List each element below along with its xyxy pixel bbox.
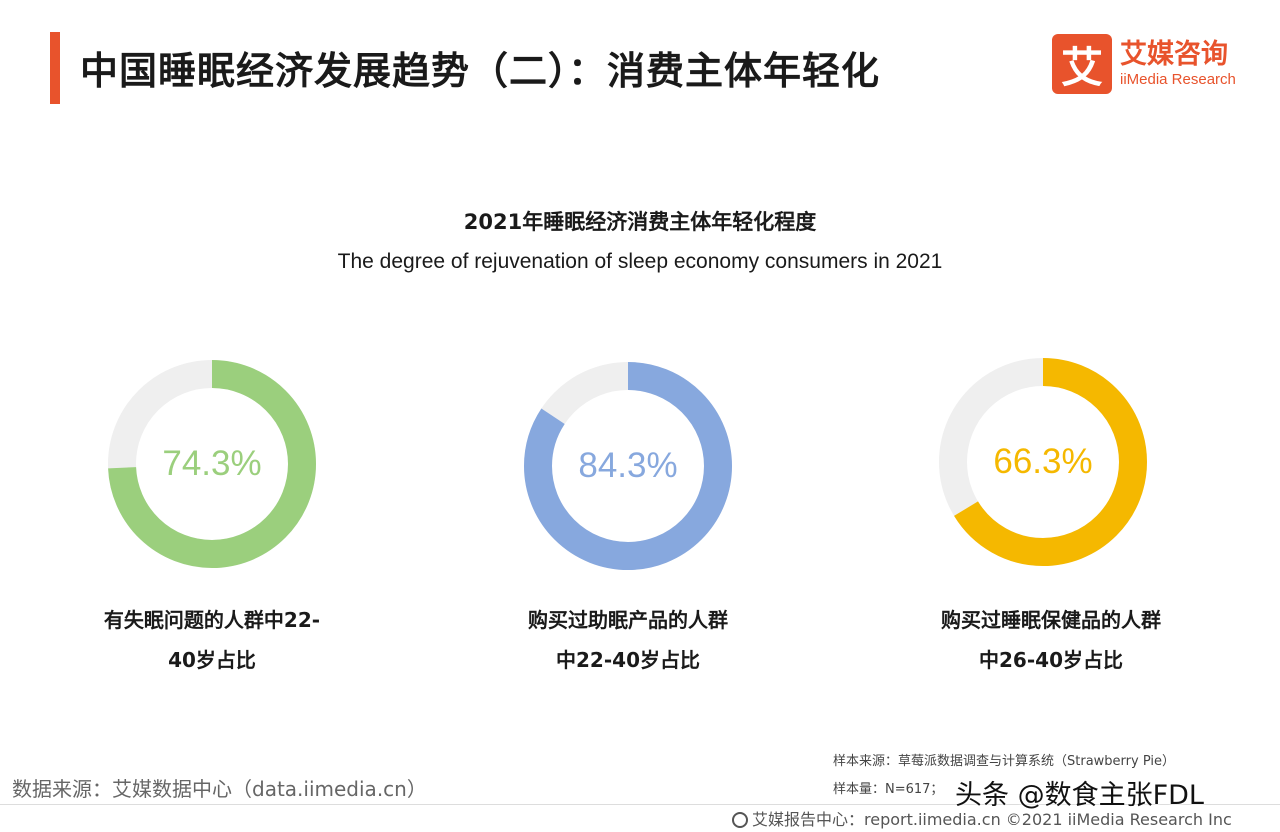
donut-caption-sleep-aid: 购买过助眠产品的人群 中22-40岁占比 (476, 600, 780, 680)
donut-value-arc (524, 362, 732, 570)
donut-svg (108, 360, 316, 568)
caption-line1: 有失眠问题的人群中22- (103, 608, 321, 632)
logo-text: 艾媒咨询 iiMedia Research (1120, 39, 1236, 89)
donut-value-arc (939, 358, 1147, 566)
caption-line1: 购买过助眠产品的人群 (528, 608, 728, 632)
donut-svg (939, 358, 1147, 566)
caption-line2: 中26-40岁占比 (979, 648, 1123, 672)
footer: 艾媒报告中心：report.iimedia.cn ©2021 iiMedia R… (732, 806, 1232, 830)
donut-value-label: 66.3% (993, 442, 1093, 481)
logo-mark-icon: 艾 (1052, 34, 1112, 94)
iimedia-logo: 艾 艾媒咨询 iiMedia Research (1052, 34, 1236, 94)
logo-en: iiMedia Research (1120, 71, 1236, 88)
footer-text: 艾媒报告中心：report.iimedia.cn ©2021 iiMedia R… (752, 810, 1232, 829)
page-title: 中国睡眠经济发展趋势（二）：消费主体年轻化 (80, 49, 881, 93)
chart-title: 2021年睡眠经济消费主体年轻化程度 (463, 210, 817, 234)
donut-caption-insomnia: 有失眠问题的人群中22- 40岁占比 (60, 600, 364, 680)
donut-value-label: 84.3% (578, 446, 678, 485)
footer-divider (0, 804, 1280, 805)
data-source: 数据来源：艾媒数据中心（data.iimedia.cn） (12, 777, 427, 801)
donut-svg (524, 362, 732, 570)
donut-chart-insomnia: 74.3% (106, 358, 318, 570)
caption-line2: 中22-40岁占比 (556, 648, 700, 672)
donut-chart-health-products: 66.3% (937, 356, 1149, 568)
donut-chart-sleep-aid: 84.3% (522, 360, 734, 572)
chart-subtitle: The degree of rejuvenation of sleep econ… (337, 250, 943, 273)
sample-source: 样本来源：草莓派数据调查与计算系统（Strawberry Pie） (833, 754, 1175, 769)
watermark: 头条 @数食主张FDL (955, 780, 1204, 811)
title-accent-bar (50, 32, 60, 104)
donut-caption-health-products: 购买过睡眠保健品的人群 中26-40岁占比 (891, 600, 1211, 680)
caption-line2: 40岁占比 (168, 648, 256, 672)
report-center-icon (732, 812, 748, 828)
sample-size: 样本量：N=617； (833, 782, 944, 797)
logo-cn: 艾媒咨询 (1120, 39, 1228, 70)
donut-value-label: 74.3% (162, 444, 262, 483)
donut-value-arc (108, 360, 316, 568)
caption-line1: 购买过睡眠保健品的人群 (941, 608, 1161, 632)
